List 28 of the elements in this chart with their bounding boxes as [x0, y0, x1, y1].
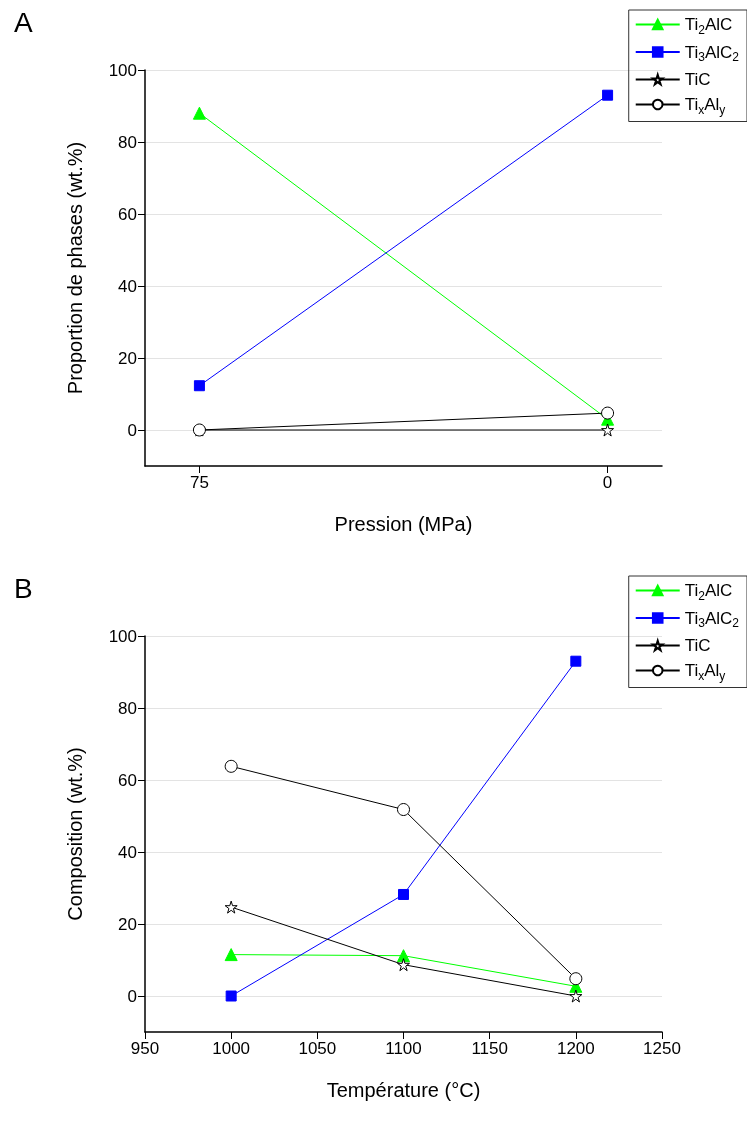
x-tick-label: 1050 — [298, 1039, 337, 1058]
y-tick-label: 40 — [118, 276, 137, 296]
y-tick-label: 80 — [118, 132, 137, 152]
x-tick-label: 1250 — [643, 1039, 681, 1058]
legend-label: TiC — [684, 70, 711, 89]
x-tick-label: 1000 — [212, 1039, 251, 1058]
y-tick-label: 100 — [108, 626, 137, 646]
y-tick-label: 80 — [118, 698, 137, 718]
y-axis-title: Composition (wt.%) — [64, 747, 86, 921]
legend-label: TiC — [684, 636, 711, 655]
y-tick-label: 60 — [118, 204, 137, 224]
y-tick-label: 60 — [118, 770, 137, 790]
x-tick-label: 950 — [130, 1039, 160, 1058]
x-tick-label: 75 — [189, 473, 209, 492]
text: A — [14, 6, 33, 38]
y-tick-label: 40 — [118, 842, 137, 862]
text: B — [14, 572, 33, 604]
x-tick-label: 1150 — [471, 1039, 508, 1058]
y-tick-label: 20 — [118, 914, 137, 934]
y-axis-title: Proportion de phases (wt.%) — [64, 141, 86, 395]
x-axis-title: Pression (MPa) — [334, 513, 473, 535]
x-axis-title: Température (°C) — [326, 1079, 481, 1101]
y-tick-label: 0 — [127, 986, 137, 1006]
x-tick-label: 1100 — [385, 1039, 422, 1058]
y-tick-label: 20 — [118, 348, 137, 368]
y-tick-label: 100 — [108, 60, 137, 80]
x-tick-label: 1200 — [556, 1039, 595, 1058]
y-tick-label: 0 — [127, 420, 137, 440]
